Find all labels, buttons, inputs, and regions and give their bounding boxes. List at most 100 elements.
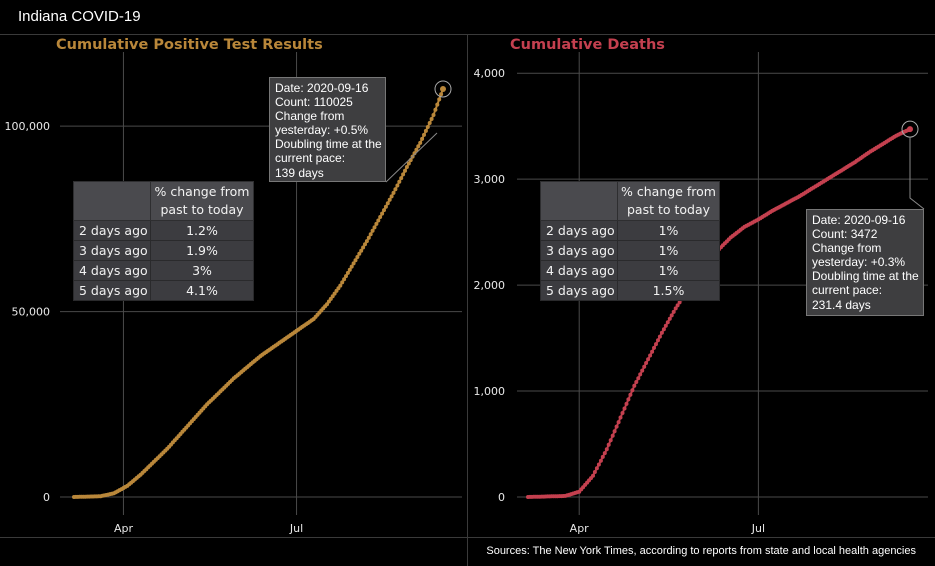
cases-x-tick-label: Apr [114, 522, 134, 535]
cases-data-point [403, 168, 407, 173]
deaths-data-point [652, 345, 656, 350]
cases-y-tick-label: 50,000 [12, 306, 51, 319]
row-label: 5 days ago [73, 280, 151, 301]
row-value: 3% [150, 260, 254, 281]
deaths-data-point [636, 376, 641, 381]
row-label: 2 days ago [540, 220, 618, 241]
tooltip-line: yesterday: +0.5% [275, 123, 369, 138]
cases-data-point [427, 121, 432, 125]
cases-data-point [439, 92, 444, 97]
row-label: 3 days ago [540, 240, 618, 261]
cases-data-point [374, 221, 379, 226]
row-label: 3 days ago [73, 240, 151, 261]
deaths-data-point [592, 470, 597, 474]
cases-y-tick-label: 100,000 [5, 120, 51, 133]
deaths-panel-title: Cumulative Deaths [510, 37, 665, 53]
cases-tooltip: Date: 2020-09-16 Count: 110025 Change from… [269, 77, 386, 182]
deaths-data-point [630, 388, 635, 393]
tooltip-line: Date: 2020-09-16 [275, 81, 369, 95]
row-value: 1% [617, 260, 720, 281]
cases-data-point [342, 277, 347, 282]
cases-data-point [399, 176, 404, 181]
table-row: 5 days ago 1.5% [540, 280, 720, 301]
cases-data-point [387, 197, 392, 202]
deaths-y-tick-label: 4,000 [474, 67, 506, 80]
cases-data-point [380, 211, 385, 216]
deaths-pct-table: % change from past to today 2 days ago 1% 3… [540, 181, 720, 301]
deaths-data-point [673, 306, 678, 311]
table-row: 2 days ago 1.2% [73, 220, 254, 241]
deaths-data-point [650, 349, 655, 354]
cases-highlight-point [440, 85, 446, 92]
cases-data-point [397, 179, 402, 184]
deaths-data-point [667, 316, 672, 321]
cases-data-point [429, 117, 434, 121]
deaths-data-point [614, 424, 619, 429]
cases-data-point [344, 274, 348, 279]
table-header-cell: % change from past to today [150, 181, 254, 221]
deaths-data-point [604, 447, 609, 452]
cases-data-point [420, 136, 425, 141]
table-row: 4 days ago 3% [73, 260, 254, 281]
cases-data-point [378, 215, 383, 219]
cases-data-point [359, 248, 364, 253]
table-row: 4 days ago 1% [540, 260, 720, 281]
deaths-data-point [669, 313, 674, 318]
cases-data-point [431, 113, 436, 117]
cases-data-point [353, 258, 358, 263]
deaths-data-point [610, 433, 615, 438]
deaths-data-point [620, 411, 625, 415]
table-header-cell [540, 181, 618, 221]
table-row: 3 days ago 1.9% [73, 240, 254, 261]
deaths-x-tick-label: Apr [570, 522, 590, 535]
row-value: 1.5% [617, 280, 720, 301]
tooltip-line: Change from [812, 241, 882, 256]
row-value: 1.9% [150, 240, 254, 261]
cases-highlight-ring [434, 80, 452, 98]
cases-data-point [345, 270, 350, 275]
cases-data-point [376, 218, 381, 223]
tooltip-line: Count: 3472 [812, 227, 878, 242]
deaths-data-point [591, 473, 595, 478]
cases-data-point [351, 261, 356, 266]
tooltip-line: yesterday: +0.3% [812, 255, 906, 270]
deaths-data-point [594, 466, 599, 471]
row-label: 5 days ago [540, 280, 618, 301]
cases-data-point [395, 183, 400, 188]
tooltip-line: Date: 2020-09-16 [812, 213, 906, 227]
cases-data-point [340, 280, 345, 285]
cases-data-point [414, 147, 419, 152]
tooltip-line: Doubling time at the [812, 269, 919, 284]
deaths-data-point [648, 353, 653, 358]
deaths-y-tick-label: 2,000 [474, 279, 506, 292]
deaths-y-tick-label: 1,000 [474, 385, 506, 398]
deaths-highlight-point [907, 126, 913, 133]
cases-data-point [401, 172, 406, 177]
deaths-data-point [665, 320, 670, 325]
row-label: 4 days ago [73, 260, 151, 281]
cases-data-point [433, 107, 438, 112]
cases-x-tick-label: Jul [289, 522, 303, 535]
cases-data-point [391, 190, 396, 195]
tooltip-line: 139 days [275, 165, 324, 180]
cases-data-point [338, 283, 343, 288]
panel-divider [467, 34, 468, 566]
tooltip-line: Count: 110025 [275, 95, 353, 110]
deaths-data-point [654, 342, 658, 347]
deaths-data-point [596, 462, 601, 467]
row-value: 1.2% [150, 220, 254, 241]
deaths-x-tick-label: Jul [751, 522, 765, 535]
deaths-data-point [642, 364, 647, 369]
deaths-data-point [624, 401, 629, 406]
deaths-data-point [661, 327, 666, 332]
deaths-y-tick-label: 0 [498, 491, 505, 504]
table-header-cell: % change from past to today [617, 181, 720, 221]
deaths-data-point [657, 334, 662, 339]
table-row: 2 days ago 1% [540, 220, 720, 241]
deaths-data-point [622, 406, 627, 411]
tooltip-line: current pace: [812, 283, 883, 298]
cases-data-point [383, 204, 388, 209]
deaths-y-tick-label: 3,000 [474, 173, 506, 186]
cases-data-point [355, 255, 360, 259]
